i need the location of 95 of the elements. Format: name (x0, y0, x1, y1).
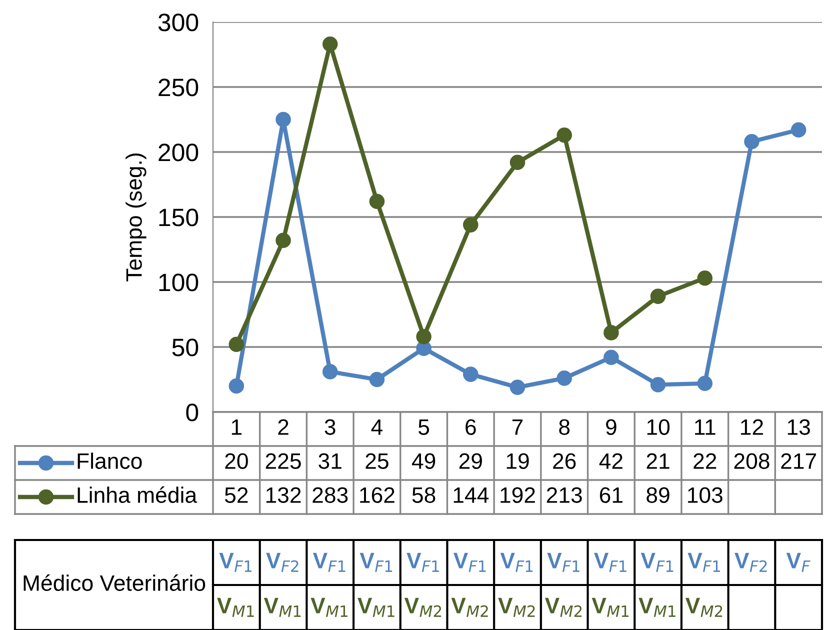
x-tick-label: 3 (324, 419, 336, 435)
text: V$_{F1}$ (594, 552, 626, 572)
x-tick-label: 11 (695, 419, 716, 435)
point (604, 325, 619, 340)
text: V$_{M1}$ (310, 598, 348, 617)
y-tick-label: 150 (159, 208, 198, 226)
point (650, 377, 666, 392)
data-label: 162 (360, 487, 394, 503)
text: V$_{F1}$ (640, 552, 674, 572)
point (697, 270, 713, 286)
y-tick-label: 300 (158, 14, 198, 32)
x-tick-label: 7 (512, 419, 523, 435)
point (510, 154, 526, 170)
data-label: 19 (506, 453, 529, 469)
text: V$_{F1}$ (360, 552, 392, 572)
data-label: 49 (412, 453, 436, 469)
data-label: 42 (599, 453, 622, 469)
data-label: 192 (500, 487, 535, 503)
data-label: 213 (546, 487, 582, 503)
point (276, 232, 291, 248)
y-tick-label: 250 (158, 78, 198, 96)
data-label: 132 (266, 487, 301, 503)
text: Médico Veterinário (24, 574, 206, 591)
text: V$_{M1}$ (264, 598, 301, 617)
data-label: 31 (318, 453, 342, 469)
point (322, 36, 338, 52)
point (369, 194, 385, 210)
y-tick-label: 200 (158, 144, 198, 162)
text: V$_{F1}$ (312, 552, 346, 572)
data-label: 29 (459, 453, 482, 469)
text: V$_{M1}$ (592, 598, 629, 617)
data-label: 144 (454, 487, 489, 503)
legend-label: Linha média (78, 486, 198, 503)
text: V$_{F1}$ (406, 552, 439, 572)
y-tick-label: 100 (159, 274, 198, 292)
point (228, 336, 244, 352)
data-label: 22 (694, 453, 716, 469)
text: V$_{M2}$ (451, 598, 488, 617)
x-tick-label: 12 (741, 419, 763, 435)
x-tick-label: 1 (232, 419, 242, 435)
data-label: 89 (646, 487, 670, 503)
point (416, 328, 432, 344)
text: V$_{M2}$ (544, 598, 582, 617)
data-label: 225 (266, 453, 301, 469)
text: V$_{M1}$ (217, 598, 254, 617)
text: V$_{F2}$ (734, 552, 767, 572)
x-tick-label: 6 (466, 419, 476, 435)
point (697, 376, 713, 392)
data-label: 21 (646, 453, 670, 469)
data-label: 283 (312, 487, 348, 503)
text: V$_{F1}$ (219, 552, 252, 572)
text: V$_{M2}$ (685, 598, 722, 617)
x-tick-label: 8 (559, 419, 570, 435)
text: V$_{F1}$ (547, 552, 580, 572)
text: V$_{F1}$ (688, 552, 720, 572)
point (369, 372, 385, 388)
point (463, 217, 478, 232)
text: V$_{M1}$ (638, 598, 676, 617)
y-axis-title: Tempo (seg.) (126, 154, 146, 282)
text: V$_{F2}$ (266, 552, 298, 572)
point (556, 370, 572, 386)
y-tick-label: 50 (172, 338, 198, 356)
point (510, 380, 526, 395)
point (604, 350, 619, 366)
data-label: 26 (553, 453, 576, 469)
data-label: 217 (781, 453, 816, 469)
data-label: 20 (225, 453, 248, 469)
point (556, 127, 572, 143)
point (228, 378, 244, 394)
data-label: 25 (366, 453, 388, 469)
text: V$_{F}$ (786, 552, 810, 572)
point (650, 288, 666, 304)
x-tick-label: 5 (418, 419, 430, 435)
y-tick-label: 0 (186, 404, 198, 422)
data-label: 208 (734, 453, 770, 469)
text: V$_{M2}$ (498, 598, 535, 617)
data-label: 103 (688, 487, 722, 503)
point (744, 134, 760, 150)
text: V$_{F1}$ (453, 552, 486, 572)
x-tick-label: 2 (278, 419, 288, 435)
x-tick-label: 4 (371, 419, 382, 435)
data-label: 52 (224, 487, 248, 503)
x-tick-label: 9 (606, 419, 616, 435)
text: V$_{M2}$ (404, 598, 442, 617)
text: V$_{M1}$ (358, 598, 394, 617)
x-tick-label: 13 (788, 419, 810, 435)
legend-label: Flanco (78, 452, 142, 469)
point (463, 366, 478, 382)
point (322, 364, 338, 380)
x-tick-label: 10 (647, 419, 670, 435)
text: V$_{F1}$ (500, 552, 533, 572)
data-label: 58 (412, 487, 436, 503)
point (276, 112, 291, 128)
point (790, 122, 806, 138)
data-label: 61 (600, 487, 622, 503)
